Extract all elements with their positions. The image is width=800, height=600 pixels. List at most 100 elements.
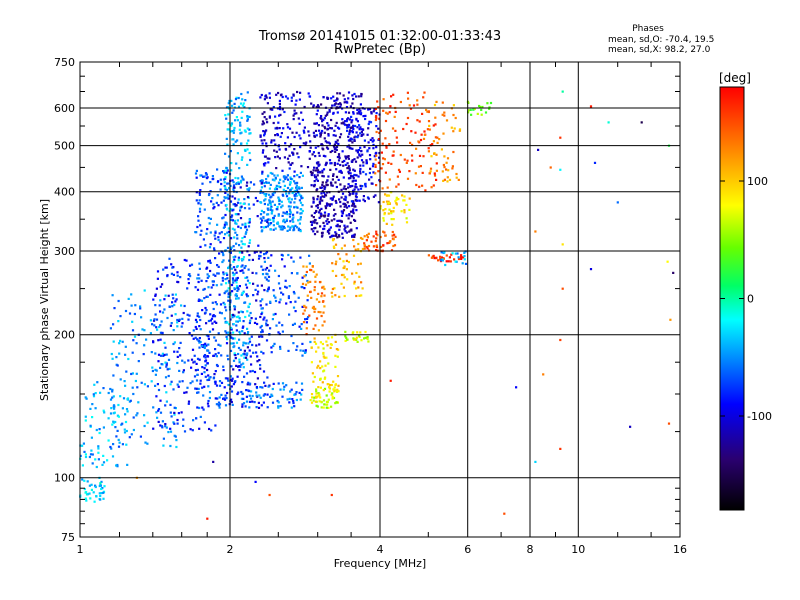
data-point bbox=[443, 111, 446, 114]
data-point bbox=[217, 180, 220, 183]
data-point bbox=[347, 135, 350, 138]
data-point bbox=[272, 121, 275, 125]
data-point bbox=[281, 324, 284, 327]
data-point bbox=[185, 391, 188, 394]
data-point bbox=[208, 222, 211, 225]
data-point bbox=[223, 398, 227, 401]
data-point bbox=[206, 228, 209, 231]
data-point bbox=[433, 174, 437, 177]
data-point bbox=[360, 339, 363, 342]
data-point bbox=[244, 224, 247, 227]
data-point bbox=[436, 141, 439, 144]
data-point bbox=[261, 112, 264, 115]
data-point bbox=[232, 383, 235, 386]
data-point bbox=[289, 209, 292, 212]
data-point bbox=[252, 351, 255, 354]
data-point bbox=[348, 214, 351, 217]
data-point bbox=[392, 206, 395, 209]
data-point bbox=[272, 228, 275, 231]
data-point bbox=[330, 493, 333, 497]
data-point bbox=[267, 275, 271, 278]
data-point bbox=[347, 183, 350, 186]
data-point bbox=[325, 184, 328, 187]
data-point bbox=[173, 341, 176, 344]
data-point bbox=[616, 201, 619, 204]
data-point bbox=[89, 407, 92, 410]
data-point bbox=[237, 391, 240, 394]
data-point bbox=[313, 289, 316, 292]
data-point bbox=[319, 133, 322, 136]
data-point bbox=[289, 201, 292, 204]
data-point bbox=[303, 131, 306, 134]
data-point bbox=[191, 380, 194, 383]
data-point bbox=[263, 316, 266, 319]
data-point bbox=[290, 96, 293, 99]
data-point bbox=[313, 286, 316, 289]
data-point bbox=[110, 447, 113, 450]
data-point bbox=[356, 112, 359, 115]
data-point bbox=[98, 484, 101, 488]
data-point bbox=[211, 322, 214, 325]
data-point bbox=[290, 256, 293, 259]
data-point bbox=[206, 349, 209, 352]
data-point bbox=[265, 129, 268, 132]
data-point bbox=[239, 209, 242, 212]
data-point bbox=[259, 367, 262, 370]
data-point bbox=[333, 104, 336, 107]
data-point bbox=[227, 280, 231, 283]
data-point bbox=[232, 323, 235, 326]
data-point bbox=[322, 351, 325, 355]
data-point bbox=[261, 268, 264, 271]
data-point bbox=[453, 258, 456, 261]
data-point bbox=[160, 363, 163, 366]
data-point bbox=[375, 146, 378, 149]
data-point bbox=[213, 320, 216, 323]
data-point bbox=[338, 92, 342, 95]
data-point bbox=[432, 184, 435, 187]
data-point bbox=[378, 117, 381, 120]
data-point bbox=[201, 345, 204, 348]
data-point bbox=[338, 156, 341, 160]
data-point bbox=[241, 326, 244, 329]
data-point bbox=[323, 131, 326, 134]
data-point bbox=[178, 318, 181, 321]
data-point bbox=[232, 131, 235, 134]
data-point bbox=[345, 124, 348, 127]
data-point bbox=[248, 254, 251, 257]
data-point bbox=[396, 141, 399, 144]
data-point bbox=[299, 349, 302, 352]
data-point bbox=[127, 297, 130, 300]
data-point bbox=[345, 268, 348, 271]
data-point bbox=[141, 328, 144, 331]
chart-title: Tromsø 20141015 01:32:00-01:33:43 bbox=[258, 29, 501, 44]
data-point bbox=[183, 430, 187, 433]
data-point bbox=[333, 99, 336, 102]
data-point bbox=[446, 176, 449, 179]
data-point bbox=[333, 218, 336, 221]
data-point bbox=[328, 228, 331, 231]
data-point bbox=[191, 429, 194, 432]
data-point bbox=[445, 168, 448, 171]
data-point bbox=[176, 418, 179, 422]
data-point bbox=[293, 112, 296, 115]
data-point bbox=[463, 258, 466, 261]
data-point bbox=[214, 370, 217, 373]
data-point bbox=[333, 129, 336, 132]
data-point bbox=[432, 124, 435, 127]
data-point bbox=[372, 147, 375, 150]
data-point bbox=[317, 161, 320, 164]
data-point bbox=[281, 382, 285, 385]
data-point bbox=[335, 141, 338, 144]
data-point bbox=[395, 203, 398, 206]
data-point bbox=[249, 158, 252, 162]
data-point bbox=[359, 164, 362, 167]
data-point bbox=[219, 303, 223, 306]
data-point bbox=[159, 411, 163, 414]
data-point bbox=[277, 185, 280, 188]
data-point bbox=[335, 201, 338, 204]
data-point bbox=[315, 396, 318, 399]
data-point bbox=[261, 151, 264, 154]
data-point bbox=[345, 106, 349, 109]
data-point bbox=[252, 294, 255, 297]
data-point bbox=[317, 364, 320, 367]
